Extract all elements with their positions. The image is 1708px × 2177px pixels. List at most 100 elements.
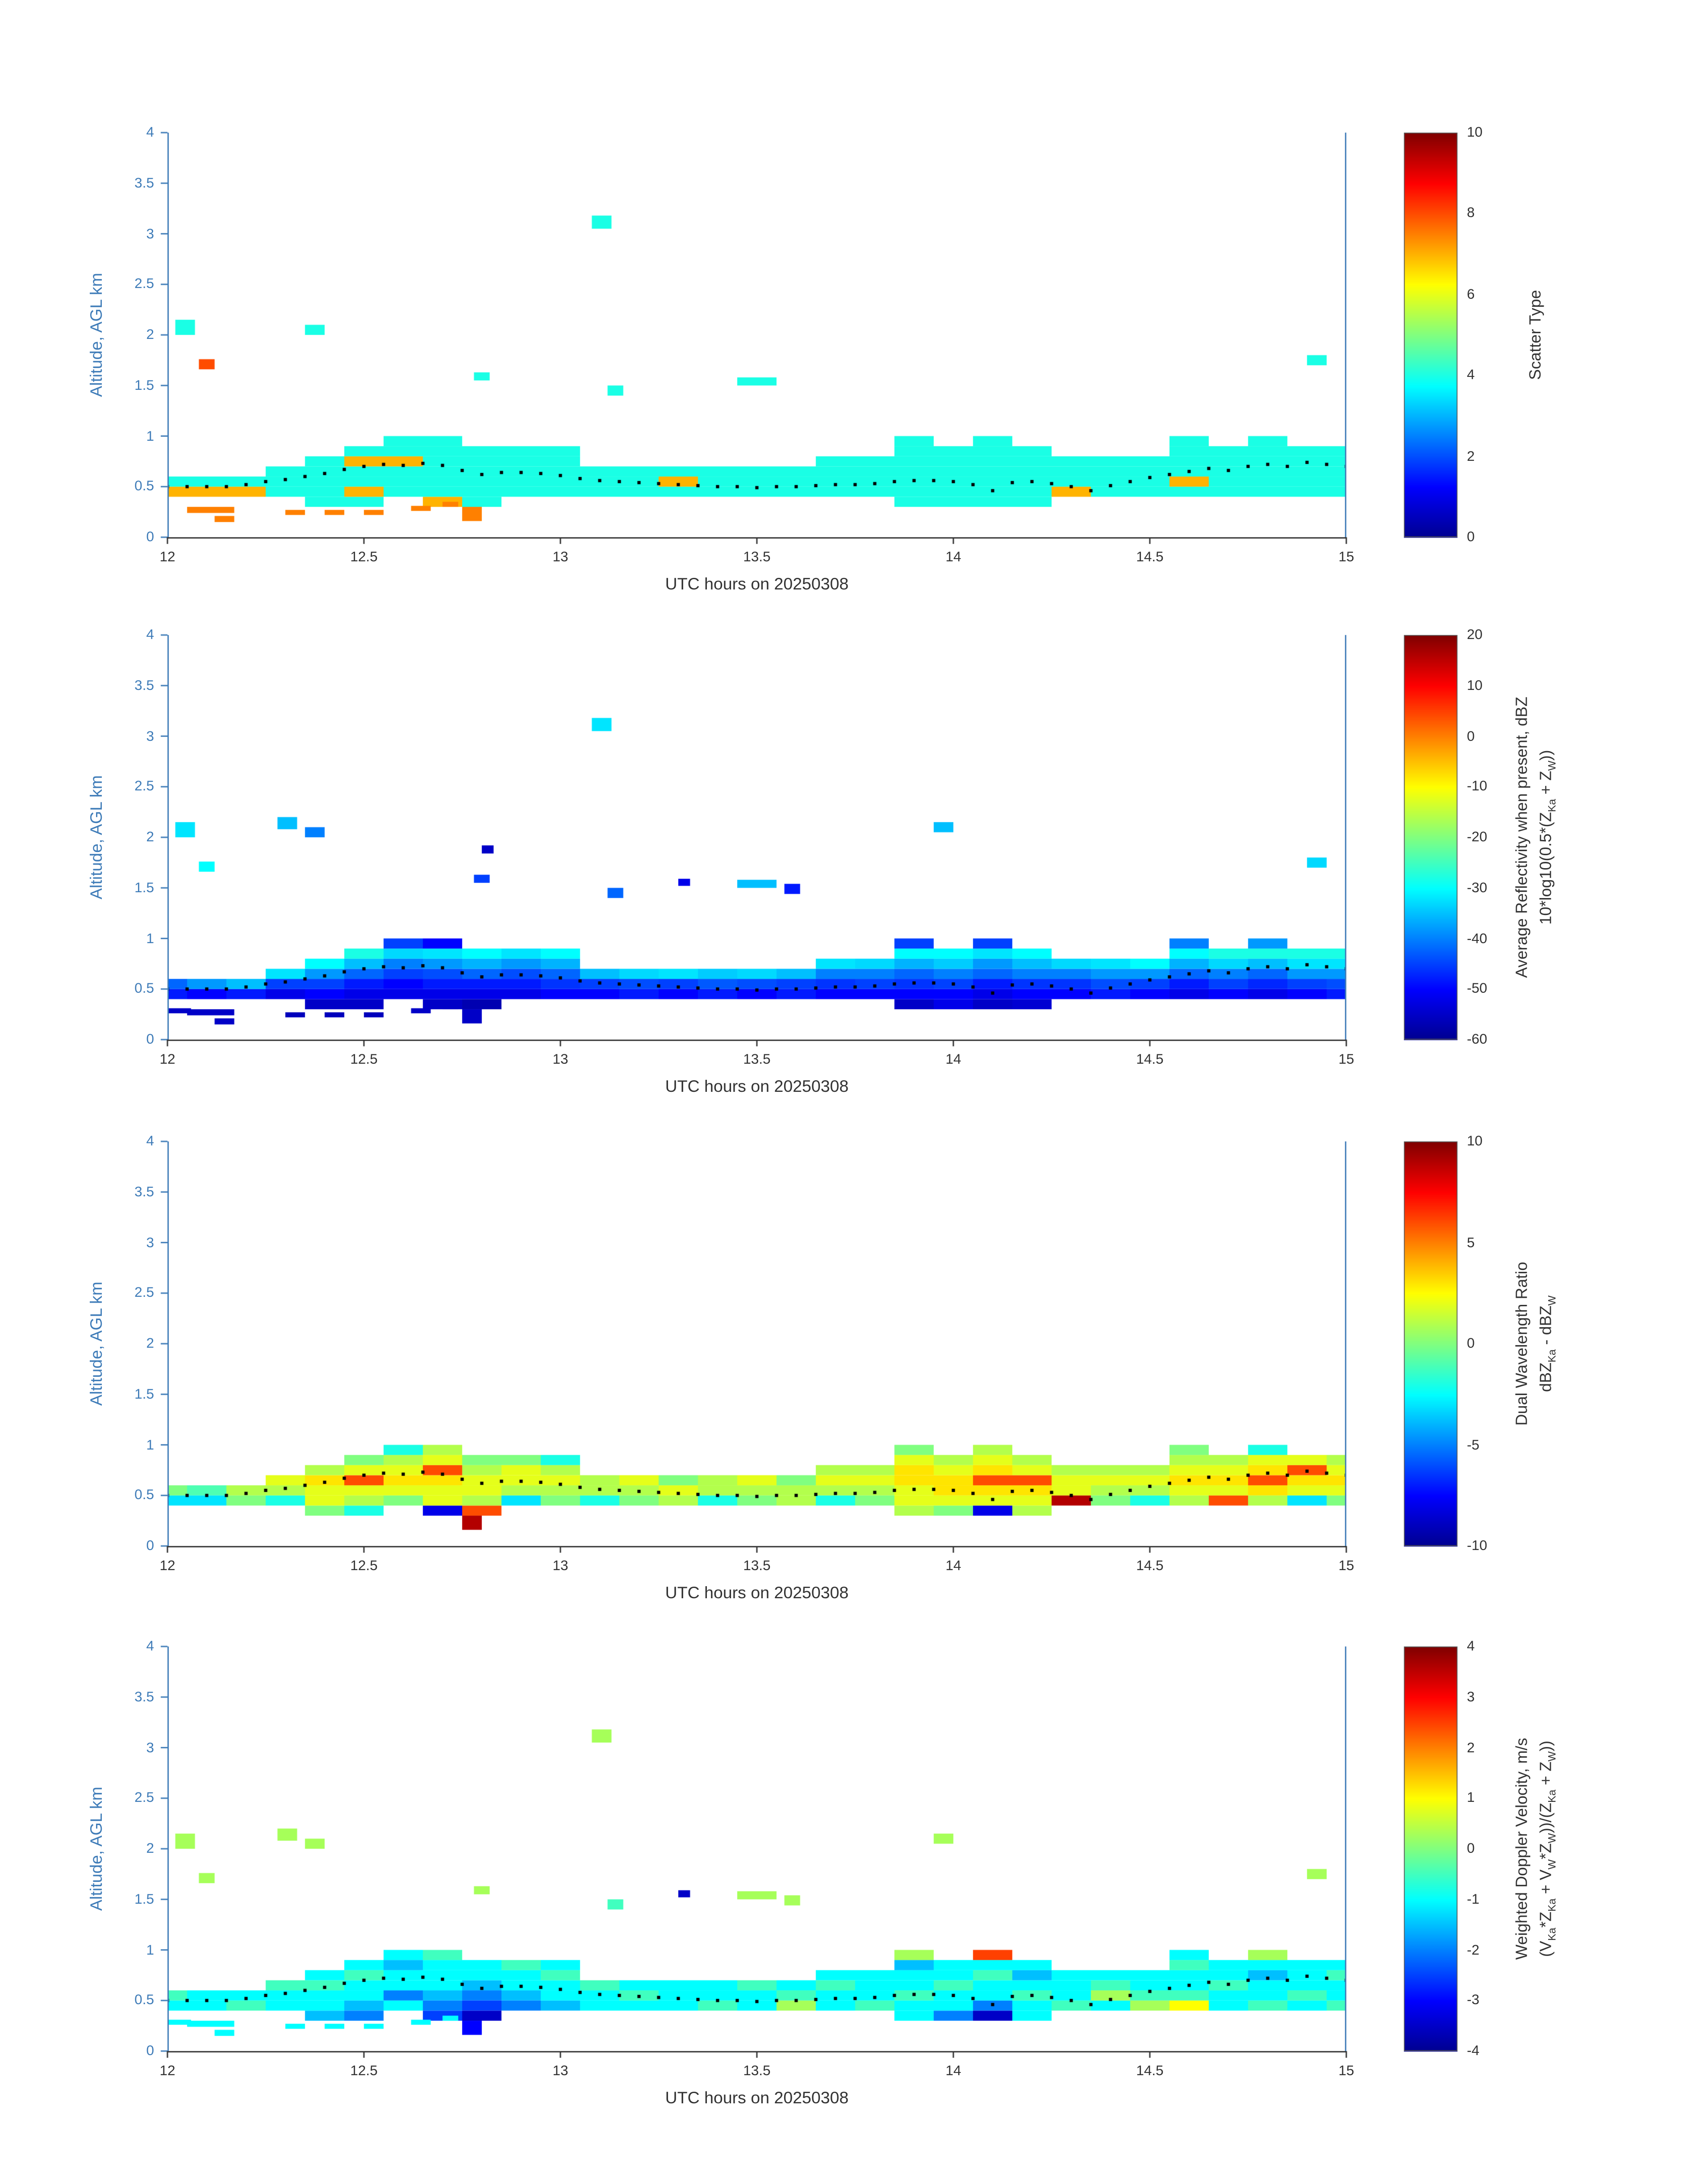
colorbar-title-line: (VKa*ZKa + VW*ZW))/(ZKa + ZW)): [1536, 1740, 1558, 1957]
x-tick-label: 14: [945, 549, 961, 565]
y-tick-label: 2: [146, 829, 154, 845]
x-tick-label: 14.5: [1136, 2063, 1164, 2079]
colorbar-tick-label: -3: [1467, 1992, 1480, 2009]
colorbar-tick-label: 2: [1467, 1739, 1475, 1756]
x-tick-label: 13.5: [743, 1052, 771, 1068]
y-tick-label: 0: [146, 1032, 154, 1048]
colorbar-tick-label: -30: [1467, 880, 1487, 896]
y-tick-label: 2.5: [134, 276, 154, 292]
colorbar-tick-label: 6: [1467, 286, 1475, 303]
y-tick-label: 3.5: [134, 1184, 154, 1200]
y-tick-label: 1: [146, 930, 154, 947]
colorbar-tick-label: -5: [1467, 1437, 1480, 1453]
y-tick-label: 2: [146, 1841, 154, 1857]
y-tick-label: 3: [146, 1234, 154, 1251]
x-tick-label: 15: [1338, 2063, 1354, 2079]
x-tick-label: 13: [552, 549, 568, 565]
x-tick-label: 15: [1338, 1558, 1354, 1574]
x-tick-label: 13.5: [743, 549, 771, 565]
x-tick-label: 12: [159, 1052, 175, 1068]
x-tick-label: 12.5: [350, 1558, 378, 1574]
y-tick-label: 2: [146, 1336, 154, 1352]
y-tick-label: 0.5: [134, 1487, 154, 1504]
x-tick-label: 14.5: [1136, 1052, 1164, 1068]
y-tick-label: 3: [146, 1739, 154, 1756]
colorbar-tick-label: 2: [1467, 448, 1475, 464]
colorbar-tick-label: -4: [1467, 2043, 1480, 2059]
panel-dual-wavelength-ratio: Altitude, AGL km UTC hours on 20250308 D…: [0, 1133, 1708, 1624]
colorbar-tick-label: -10: [1467, 778, 1487, 795]
colorbar-tick-label: -1: [1467, 1891, 1480, 1908]
colorbar-tick-label: -20: [1467, 829, 1487, 845]
x-tick-label: 12: [159, 549, 175, 565]
x-tick-label: 12.5: [350, 1052, 378, 1068]
y-tick-label: 1: [146, 428, 154, 444]
x-tick-label: 14.5: [1136, 1558, 1164, 1574]
colorbar-tick-label: 5: [1467, 1234, 1475, 1251]
y-tick-label: 0.5: [134, 478, 154, 495]
colorbar-tick-label: -40: [1467, 930, 1487, 947]
y-tick-label: 4: [146, 125, 154, 141]
y-tick-label: 0: [146, 2043, 154, 2059]
y-tick-label: 0: [146, 529, 154, 545]
colorbar-tick-label: 10: [1467, 1133, 1483, 1149]
x-tick-label: 13: [552, 1052, 568, 1068]
x-tick-label: 13: [552, 1558, 568, 1574]
colorbar-tick-label: 1: [1467, 1790, 1475, 1806]
y-tick-label: 2: [146, 327, 154, 343]
y-tick-label: 1.5: [134, 880, 154, 896]
x-axis-label: UTC hours on 20250308: [665, 575, 849, 593]
x-axis-label: UTC hours on 20250308: [665, 1077, 849, 1096]
y-tick-label: 2.5: [134, 1285, 154, 1301]
y-tick-label: 0: [146, 1538, 154, 1554]
colorbar-tick-label: 0: [1467, 1841, 1475, 1857]
x-tick-label: 13.5: [743, 2063, 771, 2079]
y-tick-label: 3: [146, 728, 154, 744]
x-tick-label: 12.5: [350, 549, 378, 565]
colorbar-tick-label: -2: [1467, 1942, 1480, 1958]
panel-scatter-type: Altitude, AGL km UTC hours on 20250308 S…: [0, 125, 1708, 615]
colorbar-tick-label: 0: [1467, 1336, 1475, 1352]
y-tick-label: 2.5: [134, 1790, 154, 1806]
x-tick-label: 13.5: [743, 1558, 771, 1574]
colorbar-tick-label: 8: [1467, 205, 1475, 222]
x-tick-label: 12: [159, 2063, 175, 2079]
y-tick-label: 4: [146, 1638, 154, 1655]
colorbar-title-line: 10*log10(0.5*(ZKa + ZW)): [1536, 750, 1558, 925]
colorbar-tick-label: 4: [1467, 367, 1475, 384]
x-tick-label: 13: [552, 2063, 568, 2079]
colorbar-tick-label: 4: [1467, 1638, 1475, 1655]
colorbar-tick-label: 3: [1467, 1689, 1475, 1705]
y-tick-label: 0.5: [134, 1992, 154, 2009]
x-tick-label: 12.5: [350, 2063, 378, 2079]
y-tick-label: 1.5: [134, 377, 154, 394]
y-tick-label: 1: [146, 1942, 154, 1958]
y-tick-label: 3.5: [134, 677, 154, 694]
y-tick-label: 1.5: [134, 1386, 154, 1403]
x-tick-label: 14: [945, 2063, 961, 2079]
x-axis-label: UTC hours on 20250308: [665, 2089, 849, 2107]
colorbar-tick-label: -60: [1467, 1032, 1487, 1048]
colorbar-title-line: dBZKa - dBZW: [1536, 1295, 1558, 1392]
colorbar-tick-label: -50: [1467, 981, 1487, 997]
y-tick-label: 4: [146, 627, 154, 643]
colorbar-tick-label: -10: [1467, 1538, 1487, 1554]
y-tick-label: 3.5: [134, 1689, 154, 1705]
x-tick-label: 15: [1338, 549, 1354, 565]
colorbar-tick-label: 20: [1467, 627, 1483, 643]
panel-weighted-doppler-velocity: Altitude, AGL km UTC hours on 20250308 W…: [0, 1638, 1708, 2129]
y-tick-label: 3.5: [134, 175, 154, 192]
y-tick-label: 1: [146, 1437, 154, 1453]
colorbar-tick-label: 0: [1467, 529, 1475, 545]
y-tick-label: 0.5: [134, 981, 154, 997]
y-tick-label: 3: [146, 226, 154, 242]
x-tick-label: 15: [1338, 1052, 1354, 1068]
x-tick-label: 14: [945, 1558, 961, 1574]
colorbar-tick-label: 10: [1467, 677, 1483, 694]
colorbar-tick-label: 0: [1467, 728, 1475, 744]
x-tick-label: 14: [945, 1052, 961, 1068]
x-axis-label: UTC hours on 20250308: [665, 1584, 849, 1602]
x-tick-label: 12: [159, 1558, 175, 1574]
